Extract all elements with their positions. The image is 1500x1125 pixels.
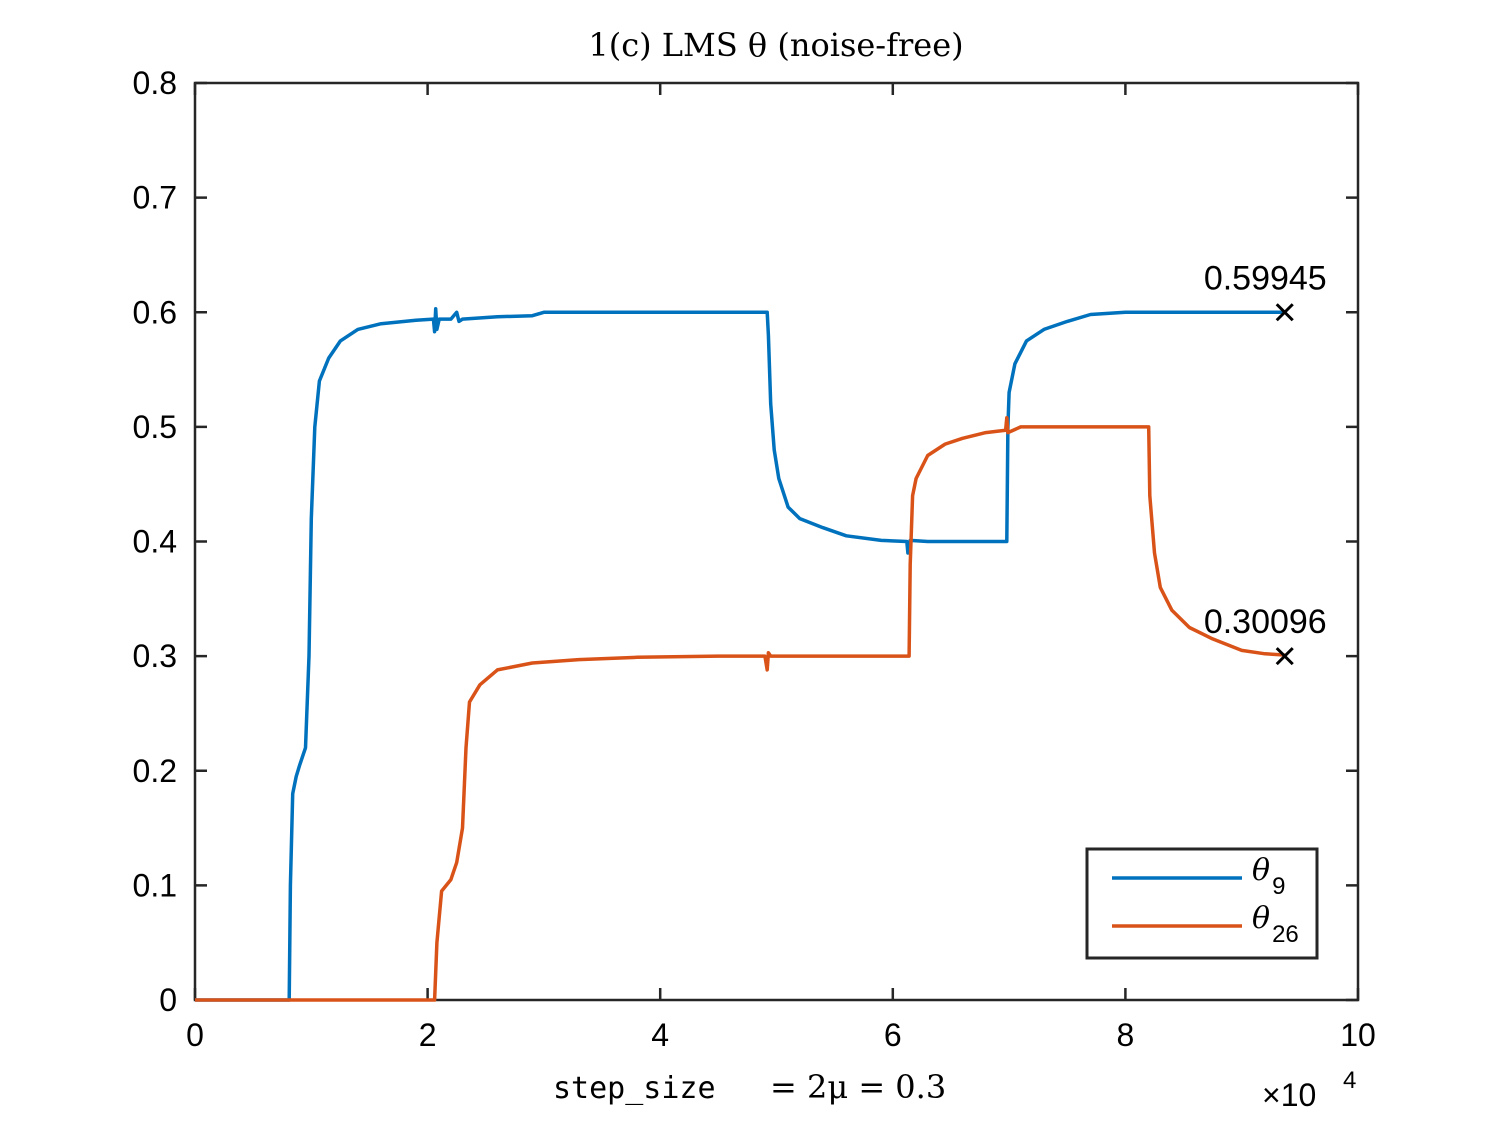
annotation-label: 0.30096 [1204,603,1327,641]
y-tick-label: 0.8 [133,65,177,101]
x-tick-label: 4 [651,1017,669,1053]
x-tick-label: 6 [884,1017,902,1053]
plot-area: 0 2 4 6 8 10 0 0.1 0.2 0.3 0.4 0.5 0.6 0.7 0.8 [133,65,1376,1053]
x-axis-exponent-power: 4 [1343,1067,1356,1094]
y-tick-label: 0.1 [133,867,177,903]
x-axis-label-math: = 2μ = 0.3 [770,1068,946,1106]
x-marker-stroke [1275,647,1294,666]
legend-label-theta-9: θ9 [1252,853,1285,900]
annotation-layer: 0.59945 0.30096 [1204,259,1327,666]
x-tick-label: 2 [419,1017,437,1053]
series-line-theta-9 [195,307,1285,1002]
x-marker-stroke [1275,303,1294,322]
legend-label-theta-26: θ26 [1252,901,1299,948]
y-tick-label: 0.3 [133,638,177,674]
x-axis-exponent: ×10 [1262,1077,1316,1113]
chart-title: 1(c) LMS θ (noise-free) [588,26,963,64]
y-tick-label: 0.5 [133,409,177,445]
y-tick-label: 0.6 [133,294,177,330]
series-layer [195,307,1285,1002]
annotation-label: 0.59945 [1204,259,1327,297]
x-axis-label-code: step_size [553,1071,716,1106]
annotation-marker [1275,647,1294,666]
y-tick-label: 0.2 [133,753,177,789]
legend-box [1085,847,1319,960]
axes-box [193,81,1360,1002]
x-tick-label: 0 [186,1017,204,1053]
legend: θ9 θ26 [1085,847,1319,960]
series-line-theta-26 [195,415,1285,1002]
x-tick-label: 8 [1117,1017,1135,1053]
y-tick-label: 0 [159,982,177,1018]
x-tick-label: 10 [1340,1017,1376,1053]
y-tick-label: 0.7 [133,180,177,216]
y-tick-label: 0.4 [133,524,177,560]
annotation-marker [1275,303,1294,322]
